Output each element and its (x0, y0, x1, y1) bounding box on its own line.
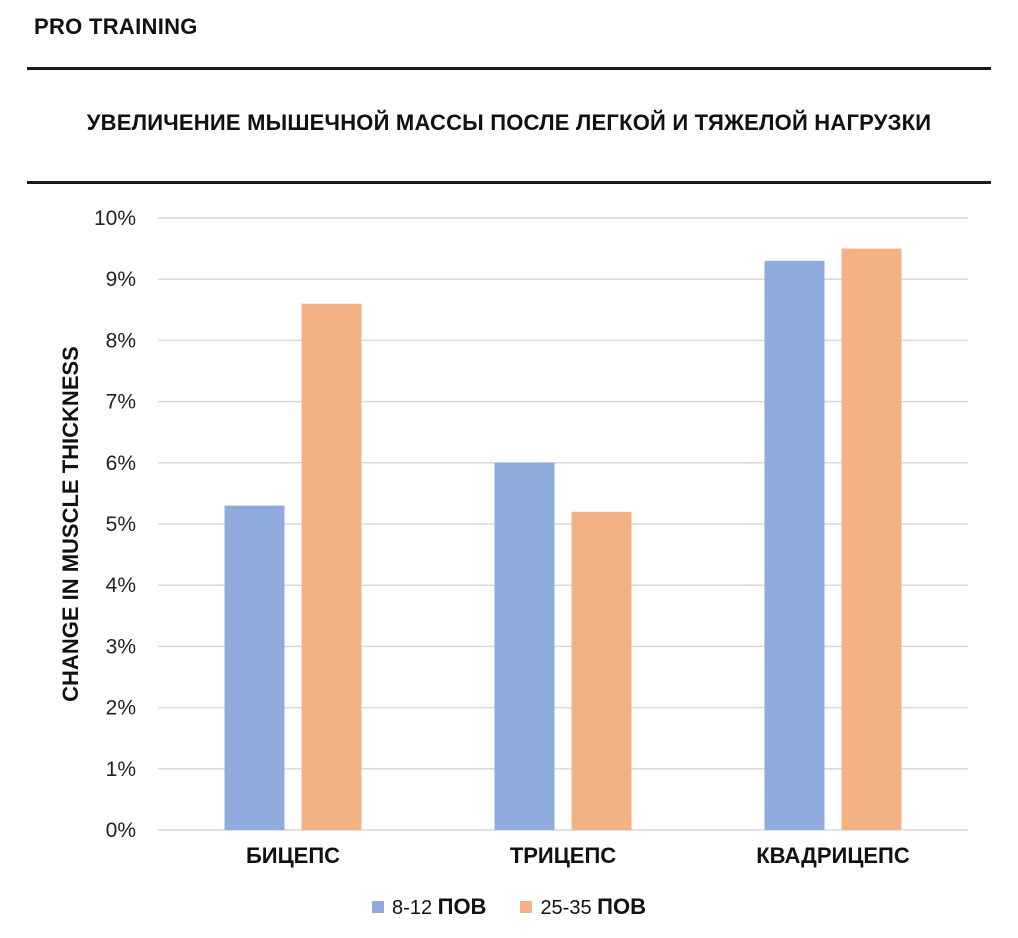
x-axis-labels: БИЦЕПС ТРИЦЕПС КВАДРИЦЕПС (246, 843, 910, 868)
x-category-label: ТРИЦЕПС (510, 843, 616, 868)
y-tick-label: 10% (94, 207, 136, 230)
x-category-label: БИЦЕПС (246, 843, 340, 868)
gridlines (158, 217, 968, 831)
y-tick-label: 9% (106, 268, 136, 291)
y-tick-label: 3% (106, 635, 136, 658)
y-tick-label: 0% (106, 819, 136, 842)
y-tick-label: 1% (106, 758, 136, 781)
legend-swatch-series-1 (372, 901, 385, 913)
brand-title: PRO TRAINING (34, 14, 198, 39)
y-tick-label: 4% (106, 574, 136, 597)
bars (224, 248, 902, 831)
y-tick-label: 5% (106, 513, 136, 536)
bar (841, 248, 902, 831)
legend-label-series-2: 25-35 ПОВ (540, 894, 646, 919)
bar (764, 260, 825, 831)
chart-title: УВЕЛИЧЕНИЕ МЫШЕЧНОЙ МАССЫ ПОСЛЕ ЛЕГКОЙ И… (86, 110, 932, 135)
legend-swatch-series-2 (520, 901, 533, 913)
x-category-label: КВАДРИЦЕПС (756, 843, 910, 868)
y-axis-label: CHANGE IN MUSCLE THICKNESS (58, 346, 83, 702)
legend: 8-12 ПОВ 25-35 ПОВ (0, 894, 1018, 920)
legend-item-series-2: 25-35 ПОВ (520, 894, 646, 920)
top-divider (27, 67, 991, 70)
legend-label-series-1: 8-12 ПОВ (392, 894, 487, 919)
bar (494, 462, 555, 830)
bar (224, 505, 285, 830)
y-tick-label: 8% (106, 329, 136, 352)
bottom-divider (27, 181, 991, 184)
bar (301, 303, 362, 830)
y-tick-label: 2% (106, 697, 136, 720)
bar (571, 511, 632, 830)
y-tick-label: 6% (106, 452, 136, 475)
legend-item-series-1: 8-12 ПОВ (372, 894, 486, 920)
y-tick-label: 7% (106, 391, 136, 414)
y-axis-ticks: 0% 1% 2% 3% 4% 5% 6% 7% 8% 9% 10% (94, 207, 136, 842)
